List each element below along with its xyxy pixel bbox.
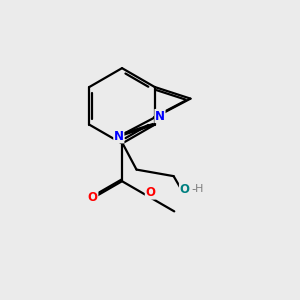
- Text: N: N: [155, 110, 165, 122]
- Text: N: N: [114, 130, 124, 143]
- Text: H: H: [194, 184, 203, 194]
- Text: O: O: [179, 183, 190, 196]
- Text: -: -: [191, 183, 196, 196]
- Text: O: O: [88, 191, 98, 204]
- Text: O: O: [146, 186, 155, 199]
